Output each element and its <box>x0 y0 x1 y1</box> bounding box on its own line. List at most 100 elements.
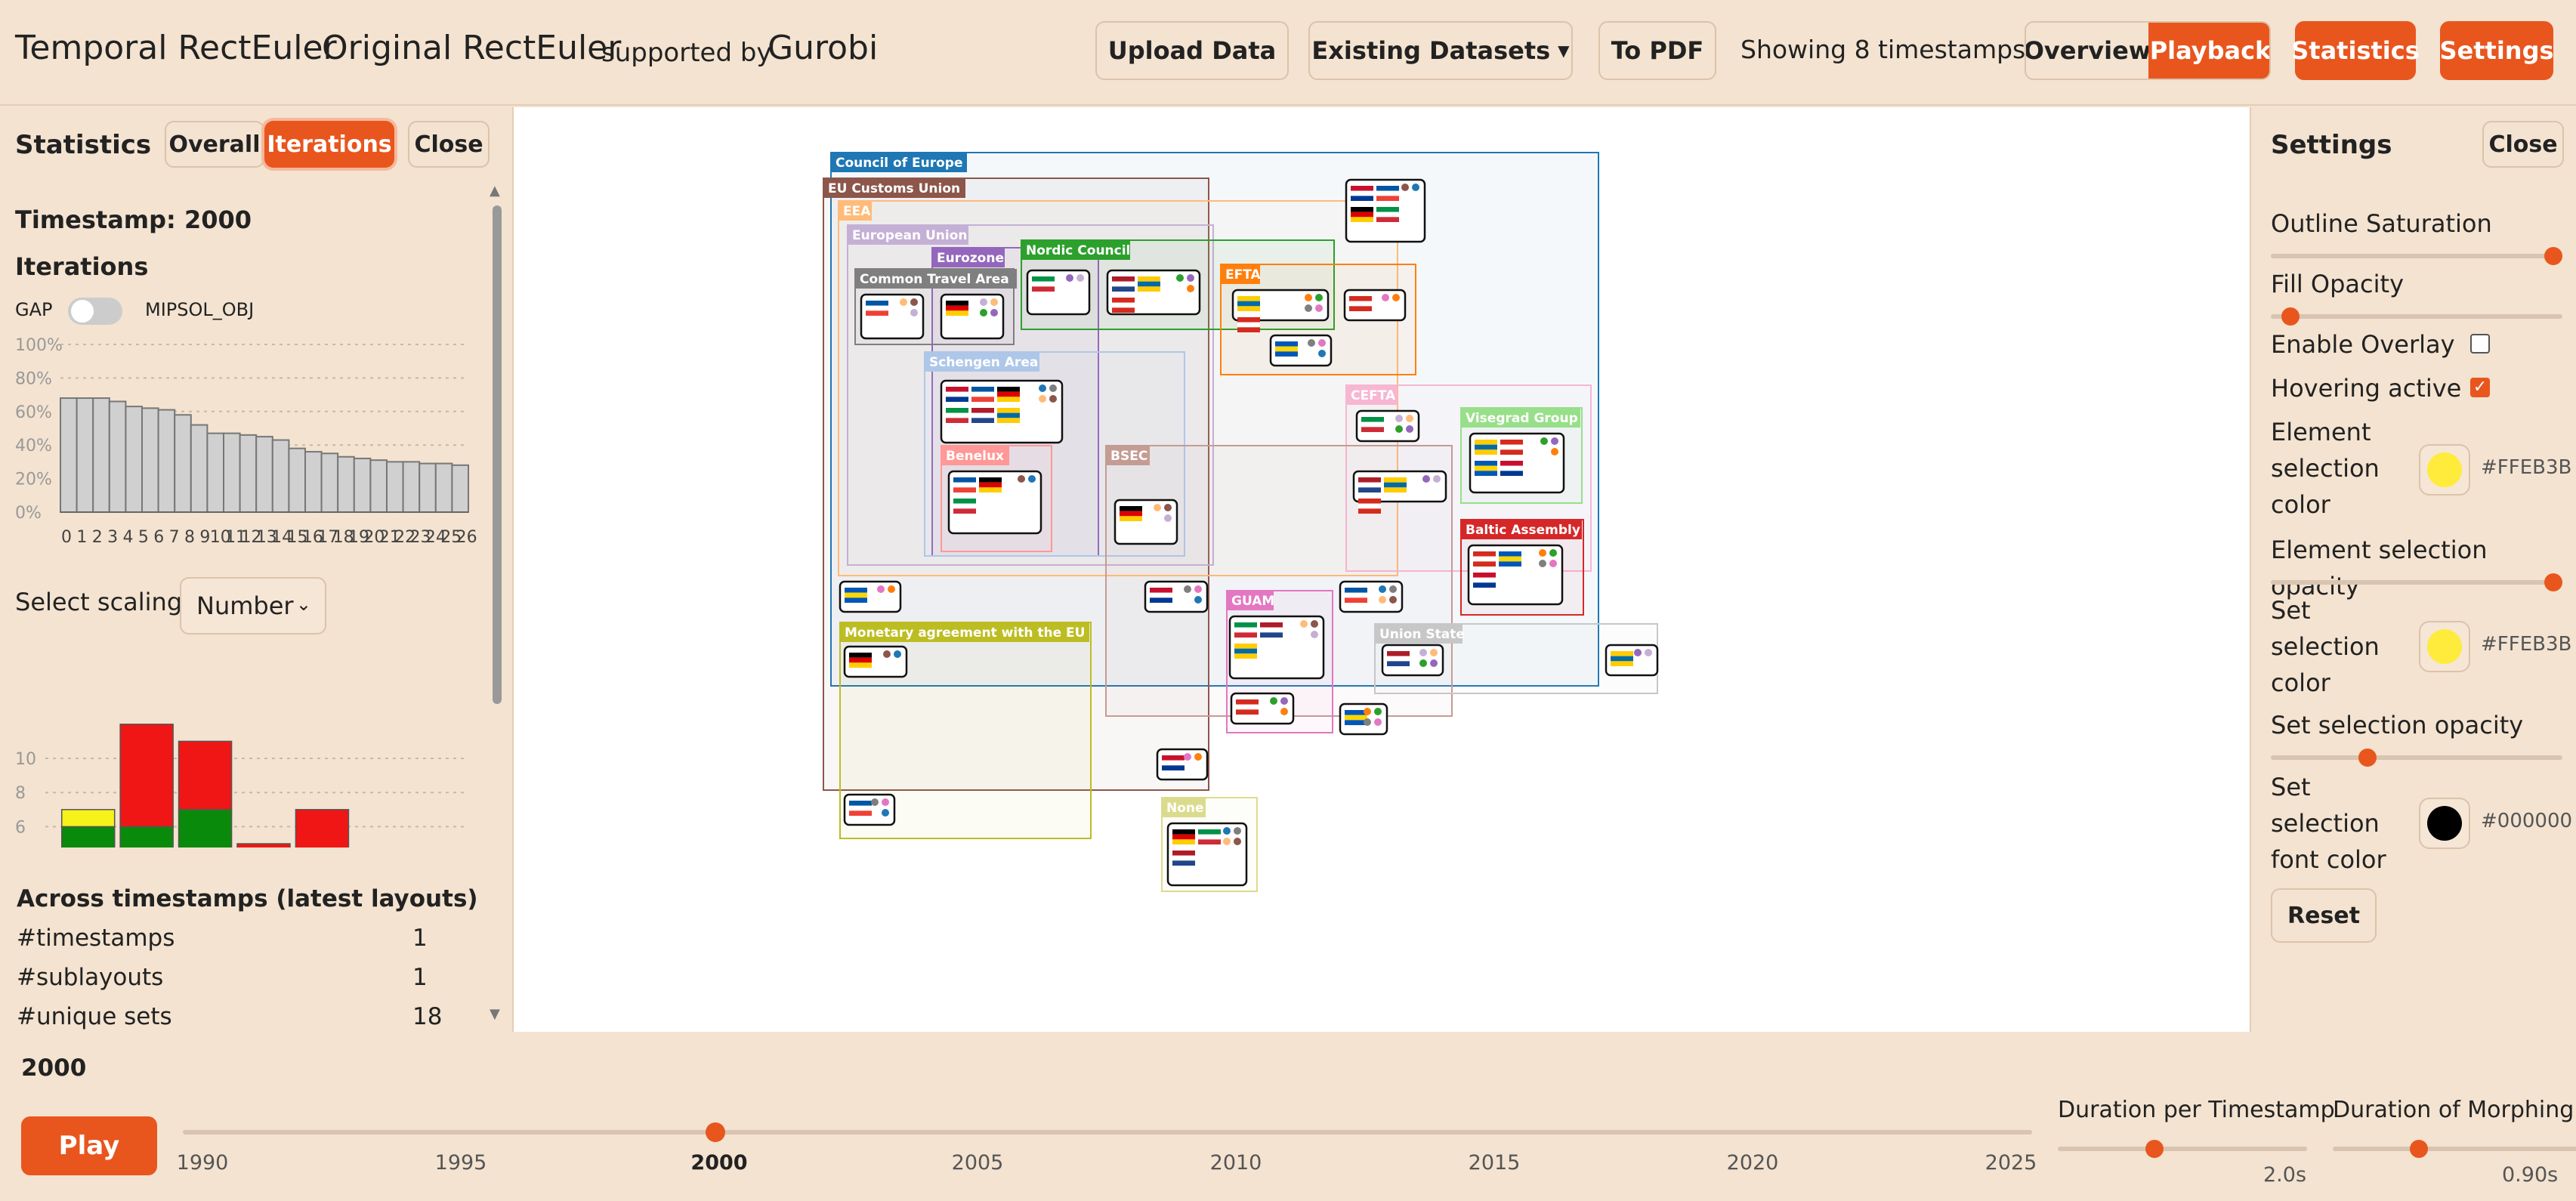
set-label-bg <box>839 201 872 221</box>
element-glyph[interactable] <box>1230 692 1295 725</box>
gap-mipsol-toggle[interactable] <box>68 298 122 325</box>
flag-icon <box>971 412 994 418</box>
element-glyph[interactable] <box>1352 470 1447 514</box>
element-glyph[interactable] <box>1144 580 1209 613</box>
statistics-close-button[interactable]: Close <box>408 121 490 168</box>
flag-icon <box>1345 710 1367 715</box>
element-selection-opacity-slider[interactable] <box>2271 573 2562 591</box>
scroll-thumb[interactable] <box>493 205 502 704</box>
set-selection-color-picker[interactable] <box>2419 621 2470 672</box>
gurobi-link[interactable]: Gurobi <box>768 29 879 67</box>
settings-button[interactable]: Settings <box>2439 21 2554 80</box>
play-button[interactable]: Play <box>21 1116 157 1175</box>
element-glyph[interactable] <box>1343 289 1407 322</box>
x-tick-label: 5 <box>138 528 149 547</box>
element-glyph[interactable] <box>1228 615 1325 680</box>
enable-overlay-checkbox[interactable] <box>2470 334 2490 354</box>
settings-close-button[interactable]: Close <box>2482 121 2564 168</box>
scroll-up-icon[interactable]: ▲ <box>490 183 500 199</box>
duration-morphing-slider[interactable] <box>2333 1140 2576 1158</box>
element-glyph[interactable] <box>1469 432 1565 494</box>
flag-icon <box>1237 301 1260 307</box>
upload-data-button[interactable]: Upload Data <box>1095 21 1289 80</box>
slider-handle[interactable] <box>2358 749 2377 767</box>
element-glyph[interactable] <box>947 470 1042 535</box>
membership-dot <box>888 585 895 593</box>
element-glyph[interactable] <box>839 580 902 613</box>
duration-timestamp-slider[interactable] <box>2058 1140 2307 1158</box>
element-selection-color-picker[interactable] <box>2419 444 2470 496</box>
element-glyph[interactable] <box>940 379 1064 444</box>
fill-opacity-slider[interactable] <box>2271 307 2562 326</box>
statistics-scrollbar[interactable]: ▲ ▼ <box>488 183 506 1023</box>
hovering-active-checkbox[interactable]: ✓ <box>2470 378 2490 397</box>
slider-handle[interactable] <box>2544 573 2562 591</box>
element-glyph[interactable] <box>1106 269 1201 316</box>
flag-icon <box>997 412 1020 418</box>
chevron-down-icon: ⌄ <box>295 594 311 615</box>
element-glyph[interactable] <box>843 645 908 678</box>
reset-button[interactable]: Reset <box>2271 888 2377 943</box>
y-tick-label: 20% <box>15 471 52 489</box>
element-glyph[interactable] <box>1269 334 1333 367</box>
flag-icon <box>1112 298 1135 303</box>
slider-handle[interactable] <box>2410 1140 2428 1158</box>
set-label-bg <box>855 269 1017 289</box>
iterations-heading: Iterations <box>15 252 149 281</box>
set-label: Nordic Council <box>1026 243 1130 258</box>
element-glyph[interactable] <box>1026 269 1091 316</box>
scroll-down-icon[interactable]: ▼ <box>490 1006 500 1022</box>
element-glyph[interactable] <box>1339 702 1388 736</box>
timeline-handle[interactable] <box>706 1122 725 1142</box>
flag-icon <box>1387 661 1410 666</box>
flag-icon <box>1198 834 1221 840</box>
timeline-slider[interactable] <box>183 1122 2032 1142</box>
element-glyph[interactable] <box>1166 822 1248 887</box>
statistics-button[interactable]: Statistics <box>2291 21 2420 80</box>
flag-icon <box>971 418 994 423</box>
iteration-bar <box>386 461 404 513</box>
playback-button[interactable]: Playback <box>2148 23 2269 79</box>
set-label-bg <box>848 225 968 245</box>
existing-datasets-dropdown[interactable]: Existing Datasets ▼ <box>1308 21 1573 80</box>
set-label-bg <box>1106 446 1150 465</box>
set-selection-font-color-picker[interactable] <box>2419 798 2470 849</box>
green-bar-segment <box>119 826 174 847</box>
flag-icon <box>1237 296 1260 301</box>
slider-handle[interactable] <box>2544 247 2562 265</box>
flag-icon <box>1138 286 1160 292</box>
element-glyph[interactable] <box>940 293 1005 340</box>
flag-icon <box>1120 506 1142 511</box>
overview-button[interactable]: Overview <box>2025 36 2151 65</box>
slider-handle[interactable] <box>2145 1140 2164 1158</box>
tab-overall[interactable]: Overall <box>165 121 264 168</box>
enable-overlay-label: Enable Overlay <box>2271 330 2455 359</box>
element-glyph[interactable] <box>860 293 925 340</box>
scaling-select[interactable]: Number ⌄ <box>180 577 326 634</box>
element-glyph[interactable] <box>1231 289 1330 332</box>
element-glyph[interactable] <box>1113 499 1178 545</box>
element-glyph[interactable] <box>1156 748 1209 781</box>
to-pdf-button[interactable]: To PDF <box>1598 21 1716 80</box>
flag-icon <box>953 482 976 488</box>
rect-euler-canvas[interactable]: Council of Europe EU Customs Union EEA Euro… <box>512 107 2251 1032</box>
slider-handle[interactable] <box>2281 307 2300 326</box>
element-glyph[interactable] <box>1381 644 1444 677</box>
element-glyph[interactable] <box>1605 644 1659 677</box>
set-selection-opacity-slider[interactable] <box>2271 749 2562 767</box>
membership-dot <box>1184 585 1191 593</box>
element-glyph[interactable] <box>843 793 896 826</box>
element-glyph[interactable] <box>1355 409 1420 443</box>
app-title-original[interactable]: Original RectEuler <box>322 29 622 67</box>
timeline-tick-label: 2010 <box>1209 1151 1262 1175</box>
outline-saturation-slider[interactable] <box>2271 247 2562 265</box>
tab-iterations[interactable]: Iterations <box>264 121 394 168</box>
element-glyph[interactable] <box>1345 178 1426 243</box>
element-glyph[interactable] <box>1467 544 1564 606</box>
element-glyph[interactable] <box>1339 580 1404 613</box>
app-title-temporal[interactable]: Temporal RectEuler <box>15 29 337 67</box>
euler-diagram[interactable]: Council of Europe EU Customs Union EEA Euro… <box>514 107 2251 1032</box>
flag-icon <box>1112 276 1135 282</box>
x-tick-label: 23 <box>410 528 431 547</box>
x-tick-label: 22 <box>394 528 415 547</box>
